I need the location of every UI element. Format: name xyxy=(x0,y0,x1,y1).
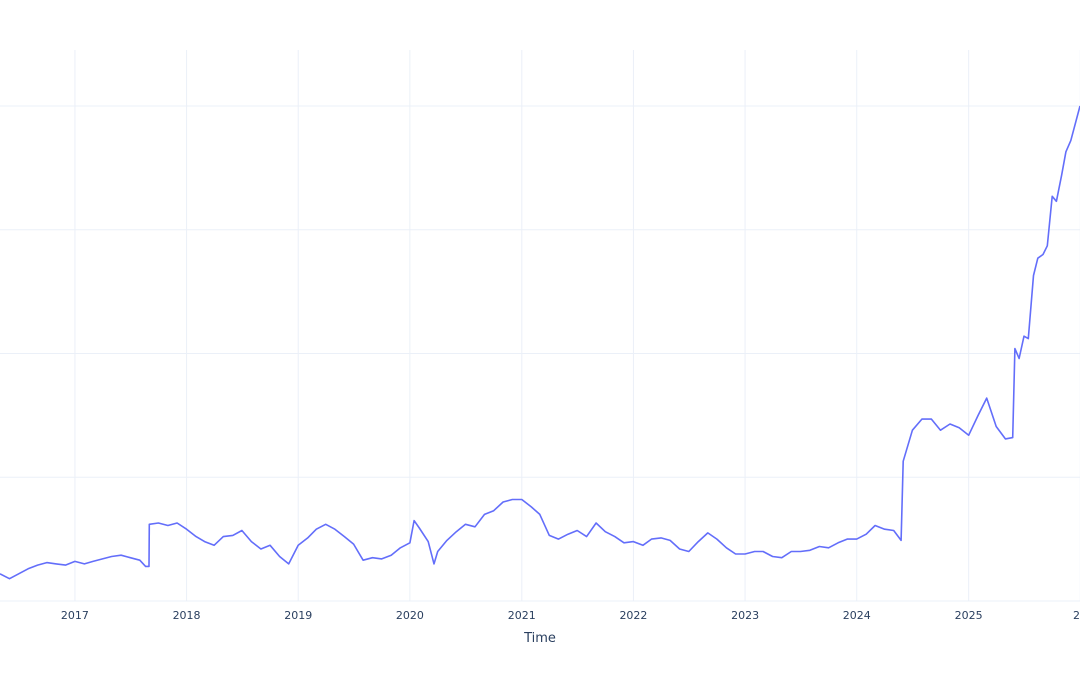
x-tick-label: 2019 xyxy=(284,609,312,622)
series-layer xyxy=(0,105,1080,580)
x-tick-label: 2023 xyxy=(731,609,759,622)
x-tick-label: 2018 xyxy=(173,609,201,622)
x-gridlines xyxy=(74,50,1080,601)
x-tick-label: 2017 xyxy=(61,609,89,622)
x-tick-label: 2024 xyxy=(843,609,871,622)
x-tick-label: 2022 xyxy=(619,609,647,622)
y-gridlines xyxy=(0,105,1080,478)
x-tick-label: 2025 xyxy=(955,609,983,622)
x-axis-title: Time xyxy=(523,631,556,646)
x-tick-label: 2021 xyxy=(508,609,536,622)
x-tick-label: 2020 xyxy=(396,609,424,622)
x-tick-label: 2 xyxy=(1073,609,1080,622)
series-line xyxy=(0,105,1080,580)
x-tick-labels: 2017 2018 2019 2020 2021 2022 2023 2024 2025 2 xyxy=(61,609,1080,622)
